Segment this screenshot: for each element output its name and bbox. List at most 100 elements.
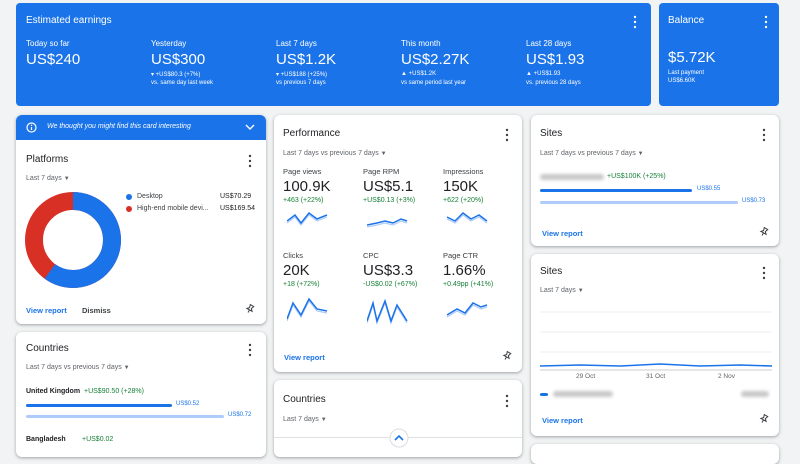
previous-amount: US$0.73 (742, 198, 766, 204)
balance-card: Balance $5.72K Last payment US$6.60K (659, 3, 779, 106)
sparkline-previous (447, 304, 488, 318)
menu-icon[interactable] (504, 394, 510, 408)
sparkline-previous (287, 214, 328, 226)
metric-label: Page CTR (443, 251, 479, 260)
country-name: Bangladesh (26, 436, 66, 443)
sparkline (367, 218, 408, 228)
platforms-period[interactable]: Last 7 days ▼ (26, 175, 70, 182)
metric-label: Page RPM (363, 167, 400, 176)
earning-change: ▲ +US$1.2K (401, 71, 437, 77)
pin-icon[interactable] (502, 351, 512, 361)
country-change: +US$0.02 (82, 436, 114, 443)
scroll-up-button[interactable] (389, 428, 409, 448)
earning-note: vs previous 7 days (276, 80, 326, 86)
site-name-redacted (553, 391, 613, 397)
view-report-link[interactable]: View report (26, 306, 67, 315)
metric-label: Impressions (443, 167, 484, 176)
earning-value: US$1.2K (276, 51, 337, 68)
metric-value: 1.66% (443, 262, 486, 279)
collapse-icon[interactable] (245, 124, 255, 131)
menu-icon[interactable] (763, 15, 769, 29)
site-name-redacted (540, 174, 604, 180)
countries-title: Countries (283, 394, 326, 405)
pin-icon[interactable] (759, 414, 769, 424)
sparkline-previous (367, 220, 408, 228)
performance-title: Performance (283, 128, 341, 139)
x-axis-label: 2 Nov (718, 373, 735, 380)
earning-value: US$2.27K (401, 51, 470, 68)
menu-icon[interactable] (632, 15, 638, 29)
metric-value: 150K (443, 178, 479, 195)
earning-note: vs same period last year (401, 80, 467, 86)
view-report-link[interactable]: View report (284, 353, 325, 362)
view-report-link[interactable]: View report (542, 416, 583, 425)
metric-label: Page views (283, 167, 322, 176)
current-bar (26, 404, 172, 407)
menu-icon[interactable] (247, 154, 253, 168)
platform-value: US$70.29 (220, 193, 252, 200)
metric-change: +622 (+20%) (443, 197, 484, 204)
earning-label: Last 7 days (276, 39, 317, 48)
earning-value: US$240 (26, 51, 81, 68)
platform-value: US$169.54 (220, 205, 256, 212)
site-change: +US$100K (+25%) (607, 173, 666, 180)
sites-card: Sites Last 7 days vs previous 7 days ▼ +… (531, 115, 779, 246)
countries-period[interactable]: Last 7 days vs previous 7 days ▼ (26, 364, 130, 371)
earnings-title: Estimated earnings (26, 15, 112, 26)
info-icon (26, 122, 37, 133)
sites-title: Sites (540, 128, 563, 139)
sparkline (447, 212, 488, 224)
sparkline-current (287, 297, 328, 320)
banner-text: We thought you might find this card inte… (47, 123, 191, 130)
sites-card-2: Sites Last 7 days ▼ 29 Oct 31 Oct 2 Nov … (531, 254, 779, 436)
view-report-link[interactable]: View report (542, 229, 583, 238)
sparkline (367, 298, 408, 325)
x-axis-label: 29 Oct (576, 373, 596, 380)
sparkline (287, 211, 328, 226)
period-text: Last 7 days (283, 416, 319, 423)
period-text: Last 7 days (26, 175, 62, 182)
site-value-redacted (741, 391, 769, 397)
next-card (531, 444, 779, 464)
performance-period[interactable]: Last 7 days vs previous 7 days ▼ (283, 150, 387, 157)
sparkline-current (447, 302, 488, 316)
current-bar (540, 189, 692, 192)
metric-change: +18 (+72%) (283, 281, 320, 288)
earning-label: Today so far (26, 39, 70, 48)
metric-change: +463 (+22%) (283, 197, 324, 204)
donut-ring-desktop (25, 192, 121, 288)
earning-label: Yesterday (151, 39, 187, 48)
pin-icon[interactable] (759, 227, 769, 237)
metric-label: Clicks (283, 251, 303, 260)
previous-amount: US$0.72 (228, 412, 252, 418)
metric-change: +US$0.13 (+3%) (363, 197, 416, 204)
countries-period[interactable]: Last 7 days ▼ (283, 416, 327, 423)
legend-dot (126, 206, 132, 212)
countries-card: Countries Last 7 days vs previous 7 days… (16, 332, 266, 457)
legend-dot (126, 194, 132, 200)
last-payment-label: Last payment (668, 70, 705, 76)
sparkline (287, 297, 328, 322)
pin-icon[interactable] (245, 304, 255, 314)
earning-label: Last 28 days (526, 39, 572, 48)
country-name: United Kingdom (26, 388, 81, 395)
sites-period[interactable]: Last 7 days vs previous 7 days ▼ (540, 150, 644, 157)
sparkline-previous (447, 214, 488, 224)
menu-icon[interactable] (247, 343, 253, 357)
menu-icon[interactable] (761, 266, 767, 280)
countries-card-2: Countries Last 7 days ▼ (274, 380, 522, 457)
dashboard: Estimated earnings Today so far US$240 Yes… (16, 3, 779, 464)
earning-change: ▲ +US$1.93 (526, 71, 561, 77)
countries-title: Countries (26, 343, 69, 354)
dismiss-link[interactable]: Dismiss (82, 306, 111, 315)
sites-period[interactable]: Last 7 days ▼ (540, 287, 584, 294)
platform-name: High-end mobile devi... (137, 205, 209, 212)
last-payment-amount: US$6.60K (668, 78, 696, 84)
balance-title: Balance (668, 15, 705, 26)
menu-icon[interactable] (504, 128, 510, 142)
period-text: Last 7 days vs previous 7 days (283, 150, 379, 157)
menu-icon[interactable] (761, 128, 767, 142)
earnings-card: Estimated earnings Today so far US$240 Yes… (16, 3, 651, 106)
sites-line (540, 363, 772, 367)
platforms-title: Platforms (26, 154, 69, 165)
